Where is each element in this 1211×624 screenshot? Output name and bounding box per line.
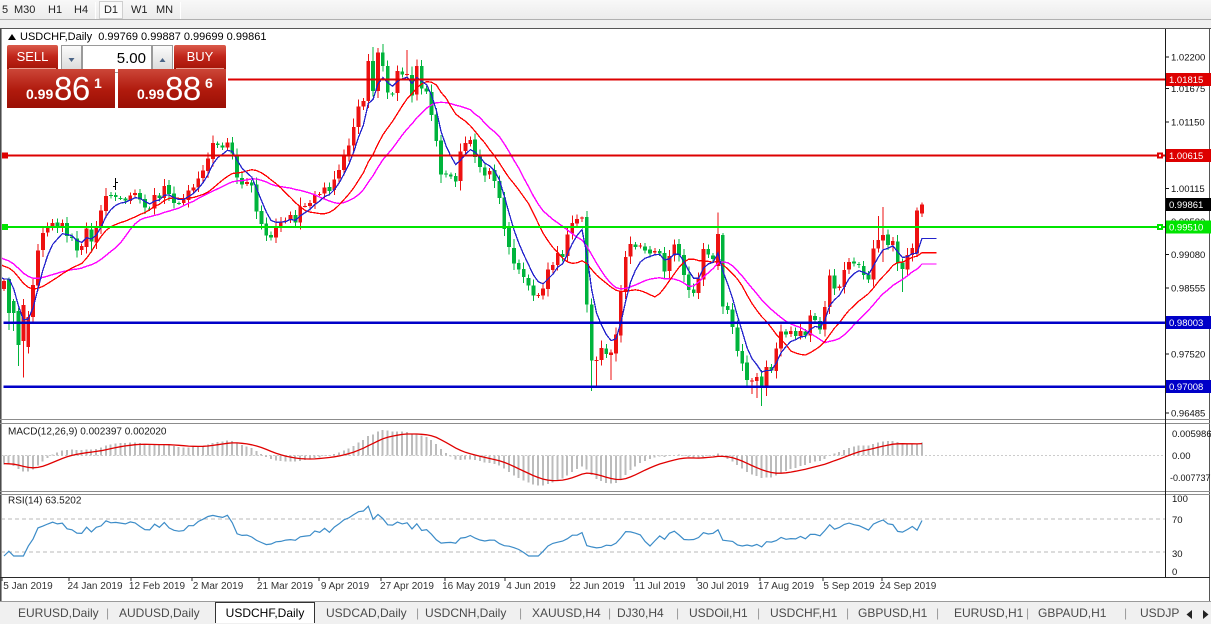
svg-text:11 Jul 2019: 11 Jul 2019 [635,581,686,592]
svg-text:30 Jul 2019: 30 Jul 2019 [697,581,749,592]
svg-text:2 Mar 2019: 2 Mar 2019 [193,581,244,592]
svg-text:100: 100 [1172,494,1188,505]
svg-text:5 Sep 2019: 5 Sep 2019 [823,581,875,592]
svg-text:12 Feb 2019: 12 Feb 2019 [129,581,186,592]
svg-text:1.00115: 1.00115 [1171,184,1205,195]
svg-text:0.00: 0.00 [1172,451,1191,462]
svg-text:24 Sep 2019: 24 Sep 2019 [880,581,937,592]
svg-text:70: 70 [1172,515,1183,526]
svg-text:RSI(14) 63.5202: RSI(14) 63.5202 [8,496,82,507]
svg-text:1.01150: 1.01150 [1171,118,1205,129]
svg-text:0.99861: 0.99861 [1169,200,1203,211]
svg-text:0.99510: 0.99510 [1169,223,1203,234]
svg-text:5 Jan 2019: 5 Jan 2019 [3,581,53,592]
svg-text:0.99080: 0.99080 [1171,250,1205,261]
svg-text:-0.007737: -0.007737 [1170,473,1211,483]
svg-text:0.98555: 0.98555 [1171,284,1205,295]
svg-text:30: 30 [1172,549,1183,560]
svg-text:17 Aug 2019: 17 Aug 2019 [758,581,815,592]
svg-text:22 Jun 2019: 22 Jun 2019 [569,581,624,592]
svg-text:0.005986: 0.005986 [1172,429,1211,440]
svg-text:0.97008: 0.97008 [1169,382,1203,393]
svg-text:1.00615: 1.00615 [1169,151,1203,162]
svg-text:27 Apr 2019: 27 Apr 2019 [380,581,434,592]
svg-text:24 Jan 2019: 24 Jan 2019 [67,581,122,592]
svg-text:0: 0 [1172,567,1177,578]
svg-text:1.01815: 1.01815 [1169,75,1203,86]
svg-text:21 Mar 2019: 21 Mar 2019 [257,581,314,592]
svg-text:1.02200: 1.02200 [1171,53,1205,64]
svg-text:0.97520: 0.97520 [1171,350,1205,361]
svg-text:0.98003: 0.98003 [1169,318,1203,329]
svg-text:0.96485: 0.96485 [1171,409,1205,420]
svg-text:16 May 2019: 16 May 2019 [442,581,500,592]
svg-text:9 Apr 2019: 9 Apr 2019 [321,581,370,592]
svg-text:MACD(12,26,9) 0.002397 0.00202: MACD(12,26,9) 0.002397 0.002020 [8,427,167,438]
svg-text:1.01675: 1.01675 [1171,84,1205,95]
svg-text:4 Jun 2019: 4 Jun 2019 [506,581,556,592]
